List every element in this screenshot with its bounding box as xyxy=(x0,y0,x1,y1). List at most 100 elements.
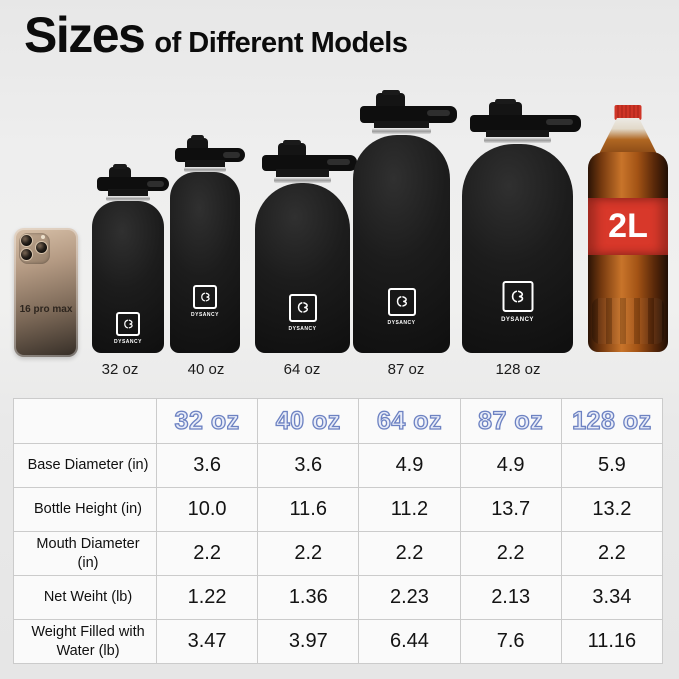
spec-value-cell: 2.2 xyxy=(155,531,259,576)
phone-16-pro-max: 16 pro max xyxy=(14,228,78,357)
spec-header-row: 32 oz 40 oz 64 oz 87 oz 128 oz xyxy=(13,398,664,444)
brand-name: DYSANCY xyxy=(114,339,142,345)
spec-value-cell: 4.9 xyxy=(459,443,562,488)
spec-value-cell: 2.2 xyxy=(358,531,461,576)
bottle-neck xyxy=(486,130,549,139)
spec-value-cell: 2.2 xyxy=(560,531,664,576)
page-title: Sizes of Different Models xyxy=(24,6,408,64)
spec-value-cell: 1.36 xyxy=(257,575,360,620)
bottle-steel-ring xyxy=(372,128,431,134)
spec-table-row: Base Diameter (in) 3.6 3.6 4.9 4.9 5.9 xyxy=(13,443,664,488)
bottle-body: DYSANCY xyxy=(92,201,164,353)
bottle-lid-spout xyxy=(109,164,131,179)
spec-column-header: 64 oz xyxy=(358,398,461,444)
cola-volume-text: 2L xyxy=(608,207,648,245)
spec-value-cell: 11.16 xyxy=(560,619,664,664)
spec-column-header: 32 oz xyxy=(155,398,259,444)
spec-value-cell: 3.6 xyxy=(257,443,360,488)
spec-column-header: 87 oz xyxy=(459,398,562,444)
spec-value-cell: 3.6 xyxy=(155,443,259,488)
cola-cap xyxy=(614,105,642,120)
spec-row-label: Base Diameter (in) xyxy=(13,443,157,488)
spec-table-row: Net Weiht (lb) 1.22 1.36 2.23 2.13 3.34 xyxy=(13,575,664,620)
bottle-87oz: DYSANCY xyxy=(353,90,457,353)
brand-logo-icon xyxy=(288,294,317,322)
bottle-size-caption-87oz: 87 oz xyxy=(387,361,425,378)
phone-label: 16 pro max xyxy=(19,304,73,315)
spec-header-empty-cell xyxy=(13,398,157,444)
bottle-lid-handle xyxy=(97,177,170,191)
spec-row-label: Net Weiht (lb) xyxy=(13,575,157,620)
bottle-body: DYSANCY xyxy=(170,172,240,353)
bottle-64oz: DYSANCY xyxy=(255,140,357,353)
spec-column-header: 128 oz xyxy=(560,398,664,444)
bottle-128oz: DYSANCY xyxy=(462,99,581,353)
bottle-lid-handle xyxy=(359,106,457,123)
brand-name: DYSANCY xyxy=(387,320,416,326)
cola-bottle-2l: 2L xyxy=(588,105,668,352)
bottle-neck xyxy=(185,160,225,169)
spec-value-cell: 13.7 xyxy=(459,487,562,532)
spec-value-cell: 2.2 xyxy=(459,531,562,576)
phone-camera-module xyxy=(19,233,50,264)
spec-table-row: Bottle Height (in) 10.0 11.6 11.2 13.7 13.2 xyxy=(13,487,664,532)
bottle-lid-handle xyxy=(174,148,245,162)
spec-value-cell: 7.6 xyxy=(459,619,562,664)
title-main: Sizes xyxy=(24,7,146,63)
bottle-lid-spout xyxy=(488,99,522,117)
spec-table-row: Mouth Diameter (in) 2.2 2.2 2.2 2.2 2.2 xyxy=(13,531,664,576)
bottle-steel-ring xyxy=(106,196,150,201)
spec-column-header: 40 oz xyxy=(257,398,360,444)
spec-value-cell: 4.9 xyxy=(358,443,461,488)
bottle-size-caption-32oz: 32 oz xyxy=(101,361,139,378)
bottle-body: DYSANCY xyxy=(255,183,350,353)
bottle-lid-handle xyxy=(261,155,357,171)
bottle-lid-spout xyxy=(376,90,406,108)
spec-value-cell: 11.6 xyxy=(257,487,360,532)
bottle-size-caption-64oz: 64 oz xyxy=(283,361,321,378)
bottle-40oz: DYSANCY xyxy=(170,135,245,353)
bottle-neck xyxy=(107,189,149,198)
bottle-body: DYSANCY xyxy=(462,144,573,353)
spec-value-cell: 11.2 xyxy=(358,487,461,532)
bottle-steel-ring xyxy=(184,167,226,172)
spec-value-cell: 3.47 xyxy=(155,619,259,664)
camera-flash-icon xyxy=(41,235,45,239)
spec-row-label: Weight Filled with Water (lb) xyxy=(13,619,157,664)
spec-row-label: Bottle Height (in) xyxy=(13,487,157,532)
bottle-steel-ring xyxy=(274,177,331,183)
camera-lens-icon xyxy=(35,241,48,254)
spec-table-body: Base Diameter (in) 3.6 3.6 4.9 4.9 5.9 Bottle … xyxy=(13,443,664,664)
title-subtitle: of Different Models xyxy=(154,27,408,59)
spec-value-cell: 2.13 xyxy=(459,575,562,620)
spec-value-cell: 6.44 xyxy=(358,619,461,664)
cola-neck xyxy=(599,118,657,154)
bottle-32oz: DYSANCY xyxy=(92,164,170,353)
cola-label: 2L xyxy=(588,198,668,255)
spec-value-cell: 3.34 xyxy=(560,575,664,620)
bottle-steel-ring xyxy=(484,137,551,143)
spec-value-cell: 5.9 xyxy=(560,443,664,488)
cola-base-ridges xyxy=(592,298,664,344)
brand-logo-icon xyxy=(193,285,217,309)
brand-logo-icon xyxy=(116,312,140,336)
brand-logo-icon xyxy=(387,288,416,316)
bottle-body: DYSANCY xyxy=(353,135,450,353)
brand-name: DYSANCY xyxy=(191,312,219,318)
spec-value-cell: 10.0 xyxy=(155,487,259,532)
spec-value-cell: 13.2 xyxy=(560,487,664,532)
spec-value-cell: 1.22 xyxy=(155,575,259,620)
bottle-lid-spout xyxy=(277,140,307,157)
brand-logo-icon xyxy=(502,281,533,312)
bottle-size-caption-40oz: 40 oz xyxy=(187,361,225,378)
bottle-lid-handle xyxy=(469,115,581,132)
spec-value-cell: 2.23 xyxy=(358,575,461,620)
camera-lens-icon xyxy=(20,234,33,247)
bottle-size-caption-128oz: 128 oz xyxy=(495,361,541,378)
spec-value-cell: 3.97 xyxy=(257,619,360,664)
spec-value-cell: 2.2 xyxy=(257,531,360,576)
bottle-neck xyxy=(275,169,330,179)
spec-table: 32 oz 40 oz 64 oz 87 oz 128 oz Base Diameter… xyxy=(13,398,664,664)
brand-name: DYSANCY xyxy=(501,317,534,323)
